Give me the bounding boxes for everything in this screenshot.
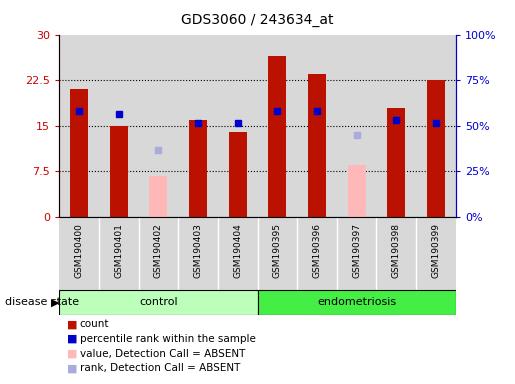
Text: count: count: [80, 319, 109, 329]
Text: ■: ■: [67, 349, 77, 359]
Text: disease state: disease state: [5, 297, 79, 308]
Text: GSM190402: GSM190402: [154, 223, 163, 278]
Bar: [348, 165, 366, 217]
Text: GSM190399: GSM190399: [432, 223, 440, 278]
Text: ■: ■: [67, 334, 77, 344]
Text: GSM190404: GSM190404: [233, 223, 242, 278]
Text: GSM190397: GSM190397: [352, 223, 361, 278]
Text: GSM190401: GSM190401: [114, 223, 123, 278]
Text: ▶: ▶: [52, 297, 60, 308]
Text: ■: ■: [67, 319, 77, 329]
Bar: [59, 290, 258, 315]
Bar: [387, 108, 405, 217]
Text: rank, Detection Call = ABSENT: rank, Detection Call = ABSENT: [80, 363, 240, 373]
Text: GSM190398: GSM190398: [392, 223, 401, 278]
Bar: [70, 89, 88, 217]
Text: endometriosis: endometriosis: [317, 297, 396, 308]
Text: GSM190400: GSM190400: [75, 223, 83, 278]
Text: percentile rank within the sample: percentile rank within the sample: [80, 334, 256, 344]
Bar: [149, 175, 167, 217]
Text: GDS3060 / 243634_at: GDS3060 / 243634_at: [181, 13, 334, 27]
Bar: [268, 56, 286, 217]
Text: control: control: [139, 297, 178, 308]
Bar: [258, 290, 456, 315]
Bar: [189, 120, 207, 217]
Text: ■: ■: [67, 363, 77, 373]
Bar: [427, 80, 445, 217]
Bar: [308, 74, 326, 217]
Text: GSM190403: GSM190403: [194, 223, 202, 278]
Bar: [229, 132, 247, 217]
Bar: [110, 126, 128, 217]
Text: GSM190396: GSM190396: [313, 223, 321, 278]
Text: value, Detection Call = ABSENT: value, Detection Call = ABSENT: [80, 349, 245, 359]
Text: GSM190395: GSM190395: [273, 223, 282, 278]
